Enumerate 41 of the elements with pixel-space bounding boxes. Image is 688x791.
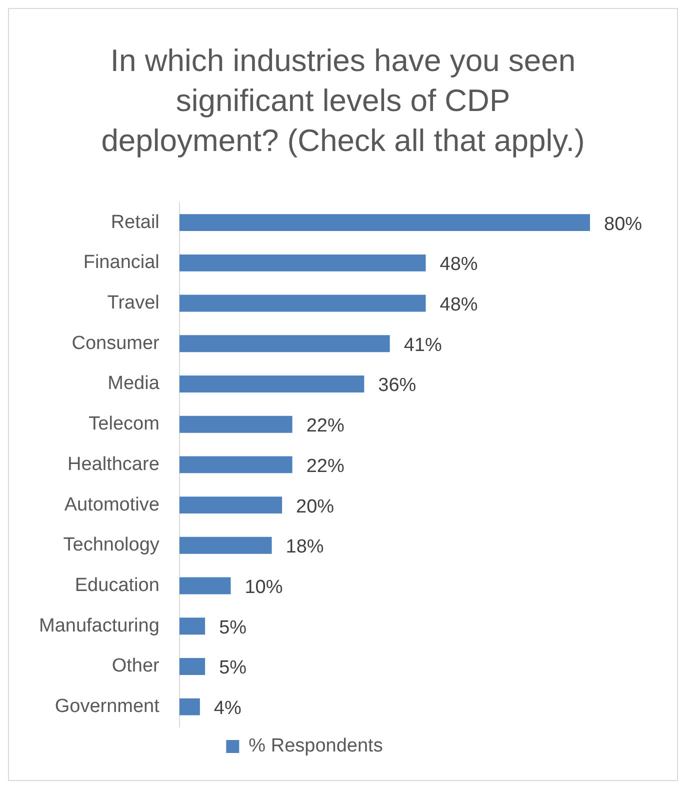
y-tick-label: Automotive (64, 494, 160, 516)
y-tick-label: Technology (63, 534, 160, 556)
bar (179, 376, 364, 392)
y-tick-label: Retail (110, 212, 160, 233)
data-label: 41% (404, 334, 442, 356)
legend-label: % Respondents (248, 736, 383, 757)
data-label: 10% (244, 576, 283, 598)
data-label: 18% (286, 536, 324, 558)
y-tick-label: Consumer (72, 332, 160, 354)
data-label: 5% (219, 617, 247, 638)
bar (179, 416, 292, 433)
bar (179, 294, 426, 312)
y-tick-label: Education (74, 574, 160, 596)
data-label: 5% (219, 658, 247, 679)
y-tick-label: Other (112, 656, 160, 677)
data-label: 22% (306, 416, 344, 437)
bar (179, 536, 272, 554)
y-tick-label: Media (108, 373, 160, 394)
bar (179, 577, 231, 594)
y-tick-label: Manufacturing (38, 615, 160, 636)
data-label: 22% (306, 456, 344, 477)
bar (179, 254, 426, 272)
bar (179, 456, 292, 474)
data-label: 48% (440, 254, 478, 276)
y-tick-label: Financial (83, 252, 160, 274)
data-label: 48% (440, 294, 478, 316)
bar (179, 698, 200, 716)
bar (179, 214, 590, 232)
y-tick-label: Telecom (88, 414, 160, 435)
bar (179, 618, 206, 635)
bar (179, 335, 390, 352)
data-label: 80% (604, 214, 642, 235)
data-label: 4% (214, 698, 242, 720)
data-label: 36% (378, 375, 416, 396)
y-tick-label: Healthcare (68, 454, 160, 475)
bar (179, 496, 282, 514)
chart-title: In which industries have you seen significant levels of CDP deployment? (Check all that apply.) (100, 42, 586, 160)
data-label: 20% (296, 496, 334, 518)
y-tick-label: Government (54, 696, 160, 718)
y-tick-label: Travel (107, 292, 160, 314)
bar (179, 658, 206, 675)
